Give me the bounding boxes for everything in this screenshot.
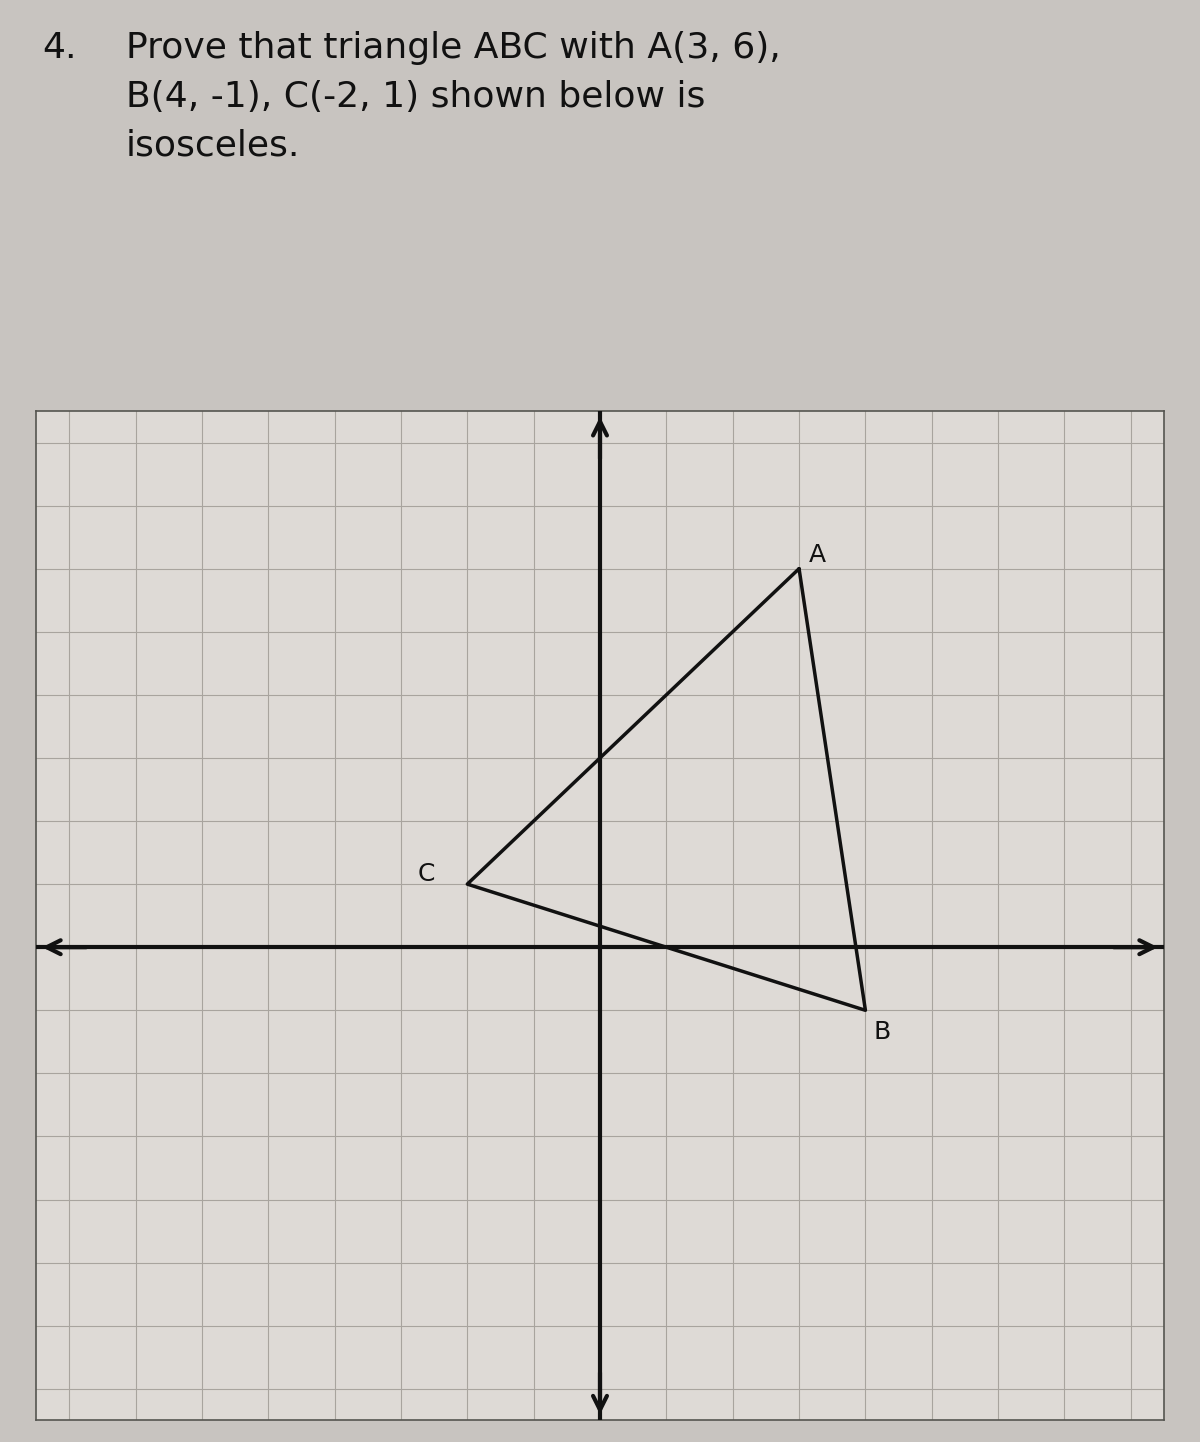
Text: Prove that triangle ABC with A(3, 6),
B(4, -1), C(-2, 1) shown below is
isoscele: Prove that triangle ABC with A(3, 6), B(… (126, 32, 781, 163)
Text: A: A (809, 544, 826, 567)
Text: C: C (418, 862, 434, 885)
Text: B: B (874, 1019, 890, 1044)
Text: 4.: 4. (42, 32, 77, 65)
